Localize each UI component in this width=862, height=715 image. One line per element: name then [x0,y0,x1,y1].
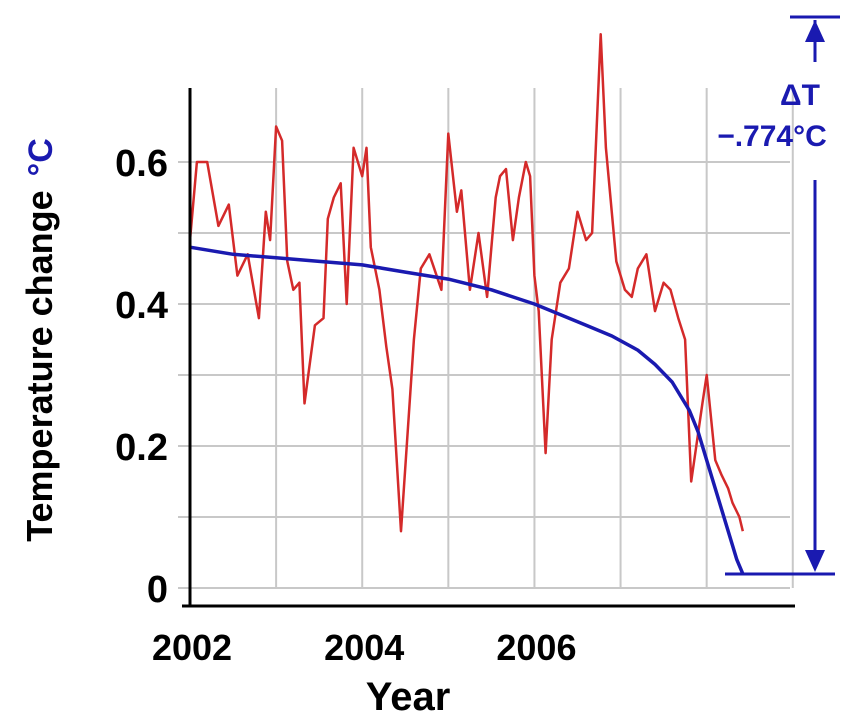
grid-lines [178,88,794,589]
y-axis-title: Temperature change °C [19,138,60,542]
tick-labels: 0 0.2 0.4 0.6 2002 2004 2006 [115,143,576,668]
delta-top-arrowhead [805,20,825,42]
axes [182,88,795,608]
series-lines [188,32,745,575]
series-line-monthly [188,32,745,533]
x-tick-label: 2004 [324,627,404,668]
y-axis-title-text: Temperature change [19,190,60,541]
series-line-trend [189,245,745,575]
y-tick-label: 0 [147,569,168,611]
x-tick-label: 2002 [152,627,232,668]
delta-value: −.774°C [717,120,827,153]
y-axis-title-group: Temperature change °C [19,138,60,542]
y-tick-label: 0.2 [115,427,168,469]
y-tick-label: 0.4 [115,285,168,327]
x-axis-title: Year [366,675,451,715]
x-tick-label: 2006 [496,627,576,668]
delta-t-annotation: ΔT −.774°C [717,15,840,576]
y-axis-title-unit: °C [22,138,60,176]
delta-bottom-arrowhead [805,550,825,572]
y-tick-label: 0.6 [115,143,168,185]
delta-label: ΔT [780,79,820,112]
